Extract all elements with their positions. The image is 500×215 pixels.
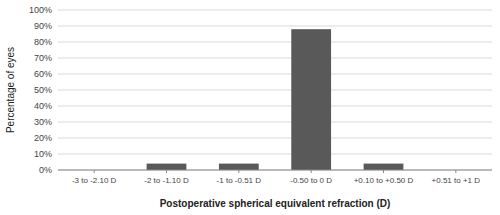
x-axis: -3 to -2.10 D -2 to -1.10 D -1 to -0.51 D -… bbox=[58, 170, 492, 185]
y-tick-label: 60% bbox=[34, 69, 52, 79]
y-tick-label: 10% bbox=[34, 149, 52, 159]
bars bbox=[147, 29, 404, 170]
x-tick bbox=[455, 170, 456, 173]
grid-line bbox=[58, 90, 492, 91]
chart-container: 0% 10% 20% 30% 40% 50% 60% 70% 80% 90% 100% Percent… bbox=[0, 0, 500, 215]
x-axis-label: Postoperative spherical equivalent refra… bbox=[160, 198, 391, 209]
x-tick-label: -2 to -1.10 D bbox=[144, 176, 189, 185]
grid-line bbox=[58, 26, 492, 27]
y-tick-label: 70% bbox=[34, 53, 52, 63]
y-tick-label: 90% bbox=[34, 21, 52, 31]
x-tick-label: +0.51 to +1 D bbox=[432, 176, 481, 185]
y-tick-label: 50% bbox=[34, 85, 52, 95]
x-tick bbox=[383, 170, 384, 173]
bar bbox=[147, 164, 187, 170]
y-axis-label: Percentage of eyes bbox=[5, 47, 16, 133]
y-tick-label: 0% bbox=[39, 165, 52, 175]
grid-line bbox=[58, 58, 492, 59]
grid-line bbox=[58, 154, 492, 155]
x-tick bbox=[238, 170, 239, 173]
grid-line bbox=[58, 122, 492, 123]
y-tick-label: 40% bbox=[34, 101, 52, 111]
grid-line bbox=[58, 106, 492, 107]
x-tick-label: -3 to -2.10 D bbox=[72, 176, 117, 185]
grid-line bbox=[58, 74, 492, 75]
x-axis-line bbox=[58, 170, 492, 171]
bar bbox=[364, 164, 404, 170]
y-tick-label: 30% bbox=[34, 117, 52, 127]
grid-line bbox=[58, 170, 492, 171]
x-tick bbox=[311, 170, 312, 173]
bar bbox=[219, 164, 259, 170]
grid bbox=[58, 10, 492, 170]
y-tick-label: 100% bbox=[29, 5, 52, 15]
y-tick-label: 80% bbox=[34, 37, 52, 47]
bar bbox=[291, 29, 331, 170]
grid-line bbox=[58, 10, 492, 11]
y-tick-label: 20% bbox=[34, 133, 52, 143]
x-tick-label: -1 to -0.51 D bbox=[217, 176, 262, 185]
y-axis: 0% 10% 20% 30% 40% 50% 60% 70% 80% 90% 100% bbox=[29, 5, 52, 175]
x-tick-label: +0.10 to +0.50 D bbox=[354, 176, 414, 185]
x-tick bbox=[166, 170, 167, 173]
x-tick-label: -0.50 to 0 D bbox=[290, 176, 332, 185]
x-tick bbox=[94, 170, 95, 173]
grid-line bbox=[58, 138, 492, 139]
grid-line bbox=[58, 42, 492, 43]
chart: 0% 10% 20% 30% 40% 50% 60% 70% 80% 90% 100% Percent… bbox=[0, 0, 500, 215]
